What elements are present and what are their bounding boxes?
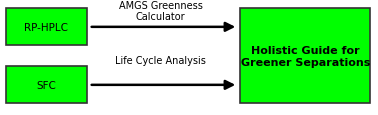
Text: RP-HPLC: RP-HPLC bbox=[24, 23, 68, 33]
Text: SFC: SFC bbox=[36, 80, 56, 90]
Bar bbox=[240, 9, 370, 104]
Bar bbox=[6, 9, 87, 46]
Bar bbox=[6, 67, 87, 104]
Text: Holistic Guide for
Greener Separations: Holistic Guide for Greener Separations bbox=[240, 46, 370, 67]
Text: AMGS Greenness
Calculator: AMGS Greenness Calculator bbox=[119, 1, 203, 22]
Text: Life Cycle Analysis: Life Cycle Analysis bbox=[115, 55, 206, 65]
